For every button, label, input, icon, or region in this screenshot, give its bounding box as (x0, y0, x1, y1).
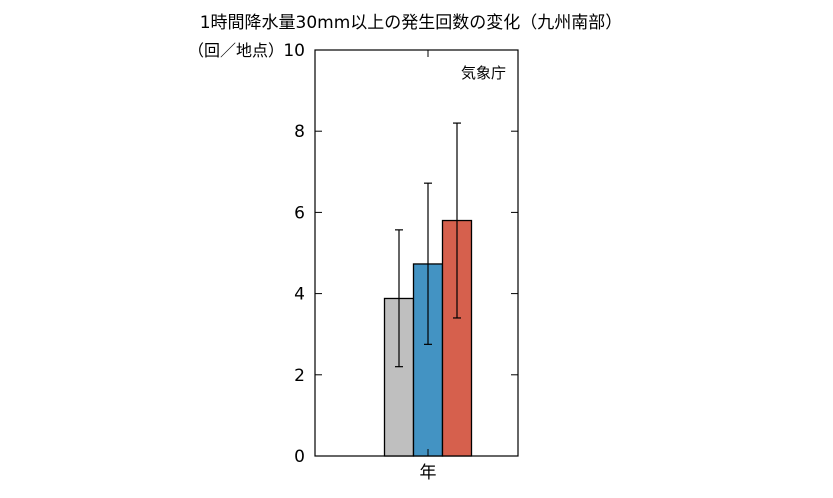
x-category-label-0: 年 (420, 463, 437, 483)
y-tick-label-1: 2 (294, 366, 305, 386)
source-note: 気象庁 (461, 64, 506, 82)
chart-title: 1時間降水量30mm以上の発生回数の変化（九州南部） (200, 13, 623, 33)
y-tick-label-3: 6 (294, 203, 305, 223)
y-tick-label-5: 10 (283, 41, 305, 61)
x-axis: 年 (420, 50, 437, 483)
y-axis-label: （回／地点） (188, 41, 284, 60)
y-axis: 0 2 4 6 8 10 (283, 41, 518, 467)
error-bars (395, 122, 461, 368)
y-tick-label-0: 0 (294, 447, 305, 467)
y-tick-label-2: 4 (294, 285, 305, 305)
y-tick-label-4: 8 (294, 122, 305, 142)
